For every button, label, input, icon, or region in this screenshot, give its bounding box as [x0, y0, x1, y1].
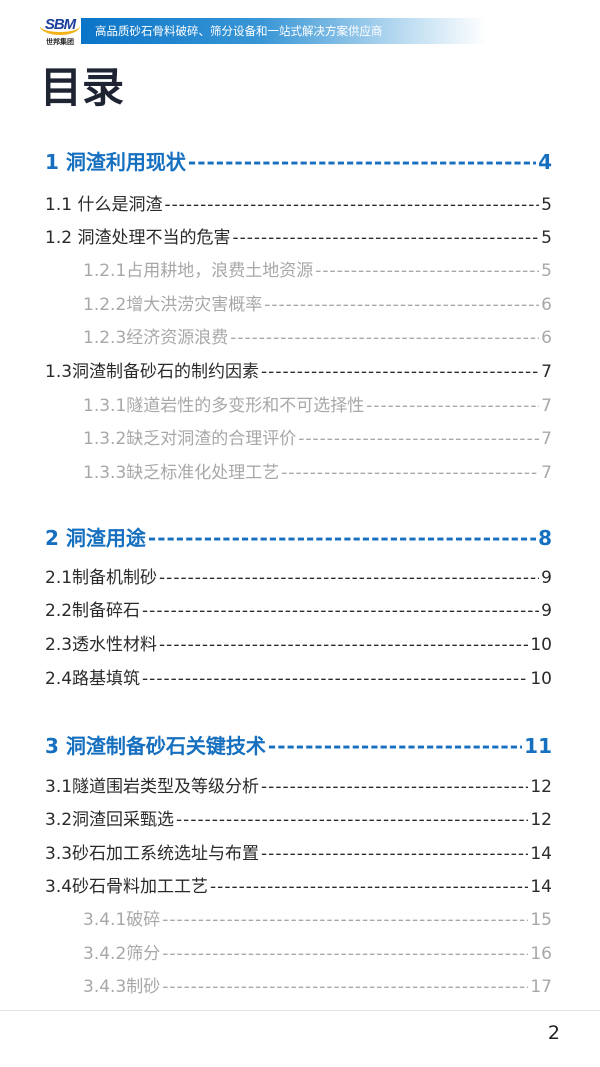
toc-entry-page: 5: [541, 261, 552, 281]
toc-entry-page: 12: [530, 810, 552, 830]
toc-entry-page: 14: [530, 844, 552, 864]
toc-entry[interactable]: 3.4砂石骨料加工工艺 -----------------------------…: [45, 872, 552, 902]
toc-entry-title: 3.4.2筛分: [83, 944, 161, 964]
header-banner: 高品质砂石骨料破碎、筛分设备和一站式解决方案供应商: [81, 18, 486, 44]
page-title: 目录: [40, 63, 125, 112]
toc-entry-page: 5: [541, 195, 552, 215]
toc-leader: ----------------------------------------…: [232, 228, 540, 248]
toc-leader: ----------------------------------------…: [230, 328, 539, 348]
toc-entry-title: 1.3洞渣制备砂石的制约因素: [45, 362, 260, 382]
toc-entry-title: 2.4路基填筑: [45, 669, 141, 689]
toc-entry[interactable]: 3.4.2筛分 ---------------------------------…: [83, 939, 552, 969]
toc-leader: ----------------------------------------…: [298, 429, 539, 449]
toc-entry-page: 8: [538, 526, 552, 550]
toc-entry-page: 11: [524, 734, 552, 758]
toc-entry-title: 3.4.3制砂: [83, 977, 161, 997]
logo-mark: SBM: [40, 17, 80, 35]
toc-entry[interactable]: 1.2 洞渣处理不当的危害 ---------------------------…: [45, 223, 552, 253]
toc-entry[interactable]: 1.3洞渣制备砂石的制约因素 --------------------------…: [45, 357, 552, 387]
toc-entry[interactable]: 3.2洞渣回采甄选 -------------------------------…: [45, 805, 552, 835]
toc-entry-title: 2.1制备机制砂: [45, 568, 158, 588]
toc-entry[interactable]: 2.1制备机制砂 --------------------------------…: [45, 563, 552, 593]
toc-entry-page: 7: [541, 362, 552, 382]
toc-entry-page: 4: [538, 150, 552, 174]
toc-entry-page: 17: [530, 977, 552, 997]
toc-leader: ----------------------------------------…: [162, 977, 529, 997]
toc-entry[interactable]: 2.2制备碎石 ---------------------------------…: [45, 596, 552, 626]
toc-entry-page: 10: [530, 635, 552, 655]
toc-entry-title: 3.2洞渣回采甄选: [45, 810, 175, 830]
toc-entry-title: 3.4.1破碎: [83, 910, 161, 930]
toc-entry[interactable]: 1.2.2增大洪涝灾害概率 ---------------------------…: [83, 290, 552, 320]
toc-leader: ----------------------------------------…: [264, 295, 539, 315]
toc-entry-title: 3.3砂石加工系统选址与布置: [45, 844, 260, 864]
toc-leader: ----------------------------------------…: [261, 777, 528, 797]
toc-entry[interactable]: 1.3.2缺乏对洞渣的合理评价 -------------------------…: [83, 424, 552, 454]
toc-entry-title: 3 洞渣制备砂石关键技术: [45, 734, 266, 758]
toc-entry[interactable]: 1.1 什么是洞渣 -------------------------------…: [45, 190, 552, 220]
toc-entry-page: 7: [541, 463, 552, 483]
toc-entry-title: 3.4砂石骨料加工工艺: [45, 877, 209, 897]
toc-leader: ----------------------------------------…: [366, 396, 539, 416]
toc-entry-page: 7: [541, 429, 552, 449]
sbm-logo: SBM 世邦集团: [40, 17, 80, 49]
toc-leader: ----------------------------------------…: [159, 635, 529, 655]
toc-leader: ----------------------------------------…: [281, 463, 539, 483]
toc-leader: ----------------------------------------…: [159, 568, 539, 588]
toc-entry[interactable]: 2.3透水性材料 --------------------------------…: [45, 630, 552, 660]
toc-entry-page: 6: [541, 328, 552, 348]
toc-entry-page: 9: [541, 601, 552, 621]
toc-entry-title: 1.1 什么是洞渣: [45, 195, 163, 215]
toc-leader: ----------------------------------------…: [142, 669, 529, 689]
toc-entry-title: 2 洞渣用途: [45, 526, 146, 550]
toc-entry[interactable]: 1.2.1占用耕地，浪费土地资源 ------------------------…: [83, 256, 552, 286]
toc-entry-title: 1.2.1占用耕地，浪费土地资源: [83, 261, 314, 281]
toc-entry-title: 1.3.1隧道岩性的多变形和不可选择性: [83, 396, 365, 416]
toc-entry[interactable]: 2 洞渣用途 ----------------------------------…: [45, 522, 552, 552]
toc-entry[interactable]: 3.4.3制砂 ---------------------------------…: [83, 972, 552, 1002]
footer-divider: [0, 1010, 600, 1011]
toc-entry[interactable]: 3 洞渣制备砂石关键技术 ----------------------------…: [45, 730, 552, 760]
toc-entry-title: 1.3.2缺乏对洞渣的合理评价: [83, 429, 297, 449]
toc-entry[interactable]: 1 洞渣利用现状 --------------------------------…: [45, 146, 552, 176]
toc-leader: ----------------------------------------…: [162, 910, 529, 930]
toc-entry[interactable]: 1.3.1隧道岩性的多变形和不可选择性 ---------------------…: [83, 391, 552, 421]
toc-entry-page: 16: [530, 944, 552, 964]
toc-leader: ----------------------------------------…: [315, 261, 539, 281]
toc-entry[interactable]: 1.3.3缺乏标准化处理工艺 --------------------------…: [83, 458, 552, 488]
toc-entry-title: 3.1隧道围岩类型及等级分析: [45, 777, 260, 797]
toc-entry-title: 2.2制备碎石: [45, 601, 141, 621]
toc-entry-page: 15: [530, 910, 552, 930]
toc-entry-title: 1.3.3缺乏标准化处理工艺: [83, 463, 280, 483]
toc-entry-page: 12: [530, 777, 552, 797]
toc-entry-title: 1.2 洞渣处理不当的危害: [45, 228, 231, 248]
toc-leader: ----------------------------------------…: [147, 526, 536, 550]
toc-entry[interactable]: 2.4路基填筑 ---------------------------------…: [45, 664, 552, 694]
toc-leader: ----------------------------------------…: [187, 150, 536, 174]
toc-entry-page: 14: [530, 877, 552, 897]
toc-leader: ----------------------------------------…: [210, 877, 529, 897]
toc-leader: ----------------------------------------…: [142, 601, 540, 621]
toc-entry-title: 1.2.3经济资源浪费: [83, 328, 229, 348]
toc-leader: ----------------------------------------…: [176, 810, 528, 830]
toc-leader: ----------------------------------------…: [162, 944, 529, 964]
toc-entry-title: 1 洞渣利用现状: [45, 150, 186, 174]
toc-leader: ----------------------------------------…: [261, 362, 540, 382]
toc-entry-title: 1.2.2增大洪涝灾害概率: [83, 295, 263, 315]
toc-entry-page: 7: [541, 396, 552, 416]
toc-entry-page: 6: [541, 295, 552, 315]
toc-leader: ----------------------------------------…: [261, 844, 528, 864]
toc-entry-page: 9: [541, 568, 552, 588]
toc-entry[interactable]: 1.2.3经济资源浪费 -----------------------------…: [83, 323, 552, 353]
toc-entry[interactable]: 3.3砂石加工系统选址与布置 --------------------------…: [45, 839, 552, 869]
toc-leader: ----------------------------------------…: [267, 734, 523, 758]
toc-entry[interactable]: 3.4.1破碎 ---------------------------------…: [83, 905, 552, 935]
toc-leader: ----------------------------------------…: [164, 195, 539, 215]
toc-entry-page: 5: [541, 228, 552, 248]
page-number: 2: [547, 1022, 560, 1044]
toc-entry-title: 2.3透水性材料: [45, 635, 158, 655]
logo-subtext: 世邦集团: [46, 38, 74, 46]
toc-entry-page: 10: [530, 669, 552, 689]
toc-entry[interactable]: 3.1隧道围岩类型及等级分析 --------------------------…: [45, 772, 552, 802]
